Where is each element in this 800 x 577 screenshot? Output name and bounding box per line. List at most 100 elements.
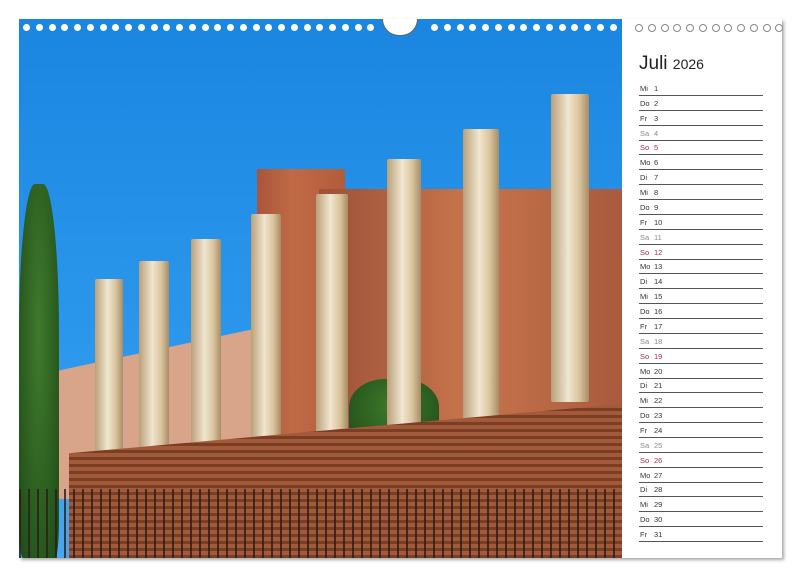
day-number: 25 xyxy=(654,440,663,450)
binding-hole xyxy=(775,24,784,32)
day-row: Di 28 xyxy=(639,482,763,498)
binding-hole xyxy=(99,24,107,31)
weekday: So xyxy=(640,351,650,361)
binding-hole xyxy=(163,24,171,31)
day-number: 28 xyxy=(654,485,663,495)
binding-hole xyxy=(494,24,502,31)
weekday: Do xyxy=(640,202,650,212)
binding-hole xyxy=(622,24,630,31)
day-number: 10 xyxy=(654,217,663,227)
binding-hole xyxy=(737,24,745,32)
weekday: Mo xyxy=(640,366,651,376)
binding-hole xyxy=(660,24,669,32)
binding-hole xyxy=(86,24,94,31)
day-number: 24 xyxy=(654,426,663,435)
weekday: Mi xyxy=(640,500,648,510)
binding-hole xyxy=(558,24,566,31)
day-number: 19 xyxy=(654,351,663,361)
day-row: Mo 6 xyxy=(639,155,763,171)
weekday: Di xyxy=(640,277,648,287)
day-row: Do 2 xyxy=(639,96,763,111)
day-row: Mi 1 xyxy=(639,81,763,96)
binding-hole xyxy=(290,24,298,31)
day-list-panel: Juli 2026 Mi 1 Do 2 Fr 3 Sa 4 So 5 Mo 6 Di 7 Mi 8 Do 9 Fr 1… xyxy=(622,19,782,558)
binding-hole xyxy=(647,24,656,32)
day-row: Mi 15 xyxy=(639,289,763,305)
day-number: 13 xyxy=(654,262,663,272)
binding-hole xyxy=(329,24,336,31)
binding-hole xyxy=(711,24,720,32)
day-row: Fr 10 xyxy=(639,215,763,230)
column xyxy=(463,129,499,419)
day-number: 21 xyxy=(654,381,663,391)
day-row: Fr 17 xyxy=(639,319,763,334)
day-number: 7 xyxy=(654,173,659,183)
binding-hole xyxy=(341,24,349,31)
day-number: 15 xyxy=(654,292,663,302)
weekday: Mi xyxy=(640,396,648,406)
binding-hole xyxy=(686,24,694,32)
binding-hole xyxy=(137,24,145,31)
binding-hole xyxy=(431,24,438,31)
binding-hole xyxy=(456,24,464,31)
weekday: Do xyxy=(640,515,650,525)
binding-hole xyxy=(469,24,477,31)
day-row: Di 14 xyxy=(639,274,763,290)
column xyxy=(316,194,348,452)
day-row: Sa 11 xyxy=(639,230,763,245)
weekday: Di xyxy=(640,381,648,391)
day-row: Di 7 xyxy=(639,170,763,186)
year: 2026 xyxy=(672,56,704,72)
day-number: 29 xyxy=(654,500,663,510)
day-number: 26 xyxy=(654,455,663,465)
binding-hole xyxy=(698,24,707,32)
day-row: Do 16 xyxy=(639,304,763,320)
day-row: Do 23 xyxy=(639,408,763,424)
weekday: Fr xyxy=(640,321,648,331)
weekday: Mo xyxy=(640,262,651,272)
column xyxy=(551,94,589,402)
binding-hole xyxy=(571,24,579,31)
weekday: So xyxy=(640,247,650,257)
month-name: Juli xyxy=(639,53,668,74)
weekday: Sa xyxy=(640,128,650,138)
binding-hole xyxy=(673,24,682,32)
day-row: Do 30 xyxy=(639,512,763,528)
binding-hole xyxy=(214,24,222,31)
photo-roman-forum-columns xyxy=(19,19,622,558)
binding-hole xyxy=(507,24,515,31)
weekday: Mi xyxy=(640,188,648,198)
binding-hole xyxy=(596,24,604,31)
day-number: 4 xyxy=(654,128,659,138)
binding-hole xyxy=(252,24,260,31)
weekday: Fr xyxy=(640,530,648,540)
month-title: Juli 2026 xyxy=(639,53,704,75)
binding-hole xyxy=(533,24,540,31)
weekday: Mi xyxy=(640,84,648,93)
day-number: 31 xyxy=(654,530,663,540)
day-number: 14 xyxy=(654,277,663,287)
day-number: 6 xyxy=(654,158,659,168)
iron-fence xyxy=(19,489,622,558)
binding-hole xyxy=(584,24,591,31)
weekday: Di xyxy=(640,485,648,495)
day-number: 8 xyxy=(654,188,659,198)
weekday: Mo xyxy=(640,470,651,480)
binding-hole xyxy=(35,24,43,31)
day-number: 5 xyxy=(654,143,659,153)
binding-hole xyxy=(609,24,617,31)
binding-hole xyxy=(239,24,247,31)
binding-hole xyxy=(278,24,285,31)
day-row: So 19 xyxy=(639,349,763,364)
day-row: Sa 18 xyxy=(639,334,763,349)
day-row: So 12 xyxy=(639,245,763,260)
day-number: 3 xyxy=(654,113,659,123)
day-number: 2 xyxy=(654,98,659,108)
weekday: Mo xyxy=(640,158,651,168)
day-row: Di 21 xyxy=(639,378,763,394)
day-row: So 5 xyxy=(639,140,763,156)
binding-hole xyxy=(74,24,81,31)
day-number: 20 xyxy=(654,366,663,376)
day-number: 30 xyxy=(654,515,663,525)
day-row: Fr 31 xyxy=(639,527,763,543)
